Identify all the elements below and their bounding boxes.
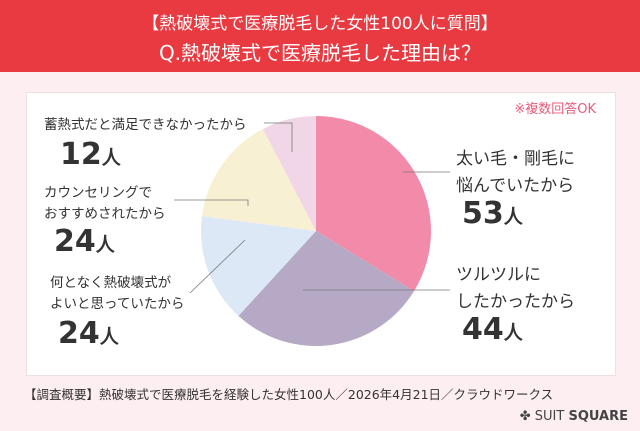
value-slice-3: 24人 [54, 224, 115, 259]
leader-line-2 [189, 239, 246, 294]
pie-slice-1 [238, 231, 415, 346]
label-slice-2: 何となく熱破壊式が よいと思っていたから [50, 275, 185, 312]
clover-icon: ✤ [519, 409, 531, 424]
pie-slice-4 [262, 115, 316, 231]
pie-slice-0 [316, 116, 431, 292]
pie-slice-2 [200, 216, 316, 316]
brand-logo: ✤ SUIT SQUARE [519, 409, 628, 424]
leader-line-3 [174, 199, 249, 206]
multiple-answer-note: ※複数回答OK [514, 102, 596, 117]
label-slice-4: 蓄熱式だと満足できなかったから [44, 117, 247, 133]
value-slice-0: 53人 [462, 196, 523, 231]
survey-title: 【熱破壊式で医療脱毛した女性100人に質問】 [142, 14, 498, 34]
title-banner: 【熱破壊式で医療脱毛した女性100人に質問】 Q.熱破壊式で医療脱毛した理由は？ [0, 0, 640, 72]
value-slice-2: 24人 [58, 316, 119, 351]
label-slice-0: 太い毛・剛毛に 悩んでいたから [456, 149, 575, 196]
pie-slice-3 [201, 129, 316, 231]
label-slice-1: ツルツルに したかったから [456, 265, 575, 312]
leader-line-4 [264, 122, 293, 152]
label-slice-3: カウンセリングで おすすめされたから [44, 185, 166, 222]
value-slice-4: 12人 [60, 137, 121, 172]
survey-summary: 【調査概要】熱破壊式で医療脱毛を経験した女性100人／2026年4月21日／クラ… [24, 387, 554, 402]
value-slice-1: 44人 [462, 312, 523, 347]
question-title: Q.熱破壊式で医療脱毛した理由は？ [158, 41, 482, 65]
